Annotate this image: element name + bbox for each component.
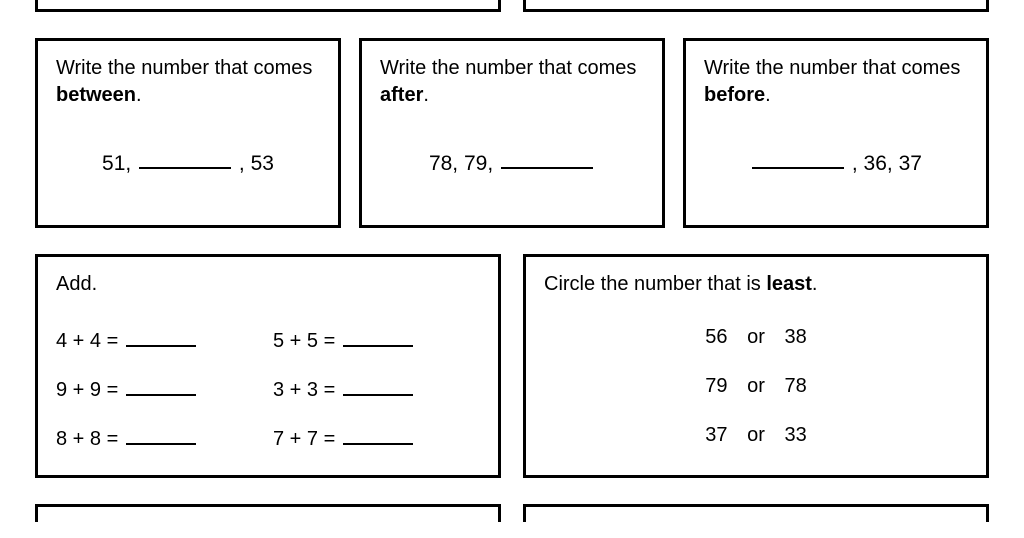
add-problem: 5 + 5 = [273,328,480,355]
or-label: or [747,373,765,400]
add-title: Add. [56,271,480,298]
or-label: or [747,422,765,449]
pair-b[interactable]: 78 [784,373,806,400]
after-sequence: 78, 79, [380,115,644,203]
pair-a[interactable]: 56 [705,324,727,351]
between-prompt: Write the number that comes between. [56,55,320,109]
pair-a[interactable]: 37 [705,422,727,449]
sequence-row: Write the number that comes between. 51,… [35,38,989,228]
prompt-suffix: . [765,84,771,106]
add-problem: 9 + 9 = [56,377,263,404]
add-problem: 3 + 3 = [273,377,480,404]
add-expr: 3 + 3 = [273,379,335,401]
answer-blank[interactable] [126,338,196,347]
prompt-bold: least [766,273,812,295]
add-grid: 4 + 4 = 5 + 5 = 9 + 9 = 3 + 3 = 8 + 8 = … [56,328,480,453]
pair-a[interactable]: 79 [705,373,727,400]
prompt-bold: between [56,84,136,106]
bottom-edge-left [35,504,501,522]
after-prompt: Write the number that comes after. [380,55,644,109]
prompt-suffix: . [423,84,429,106]
answer-blank[interactable] [139,159,231,168]
circle-least-box: Circle the number that is least. 56 or 3… [523,254,989,478]
add-expr: 8 + 8 = [56,428,118,450]
between-box: Write the number that comes between. 51,… [35,38,341,228]
number-pair: 79 or 78 [705,373,806,400]
add-expr: 7 + 7 = [273,428,335,450]
or-label: or [747,324,765,351]
top-edge-boxes [35,0,989,12]
before-box: Write the number that comes before. , 36… [683,38,989,228]
top-edge-left [35,0,501,12]
pair-b[interactable]: 33 [784,422,806,449]
seq-after: , 53 [239,150,274,178]
prompt-prefix: Write the number that comes [380,57,636,79]
add-problem: 8 + 8 = [56,426,263,453]
bottom-edge-boxes [35,504,989,522]
after-box: Write the number that comes after. 78, 7… [359,38,665,228]
bottom-edge-right [523,504,989,522]
between-sequence: 51, , 53 [56,115,320,203]
prompt-prefix: Write the number that comes [704,57,960,79]
answer-blank[interactable] [343,338,413,347]
add-expr: 5 + 5 = [273,330,335,352]
add-expr: 4 + 4 = [56,330,118,352]
circle-prompt: Circle the number that is least. [544,271,968,298]
prompt-bold: after [380,84,423,106]
prompt-prefix: Circle the number that is [544,273,766,295]
number-pair: 37 or 33 [705,422,806,449]
prompt-bold: before [704,84,765,106]
answer-blank[interactable] [343,436,413,445]
top-edge-right [523,0,989,12]
number-pair: 56 or 38 [705,324,806,351]
answer-blank[interactable] [501,159,593,168]
seq-before: 51, [102,150,131,178]
add-expr: 9 + 9 = [56,379,118,401]
answer-blank[interactable] [752,159,844,168]
before-sequence: , 36, 37 [704,115,968,203]
bottom-row: Add. 4 + 4 = 5 + 5 = 9 + 9 = 3 + 3 = 8 +… [35,254,989,478]
add-problem: 4 + 4 = [56,328,263,355]
answer-blank[interactable] [126,387,196,396]
pair-b[interactable]: 38 [784,324,806,351]
add-box: Add. 4 + 4 = 5 + 5 = 9 + 9 = 3 + 3 = 8 +… [35,254,501,478]
add-problem: 7 + 7 = [273,426,480,453]
answer-blank[interactable] [126,436,196,445]
prompt-suffix: . [136,84,142,106]
seq-after: , 36, 37 [852,150,922,178]
before-prompt: Write the number that comes before. [704,55,968,109]
seq-before: 78, 79, [429,150,493,178]
prompt-prefix: Write the number that comes [56,57,312,79]
circle-pair-list: 56 or 38 79 or 78 37 or 33 [544,324,968,449]
prompt-suffix: . [812,273,818,295]
answer-blank[interactable] [343,387,413,396]
worksheet-page: Write the number that comes between. 51,… [0,0,1024,538]
